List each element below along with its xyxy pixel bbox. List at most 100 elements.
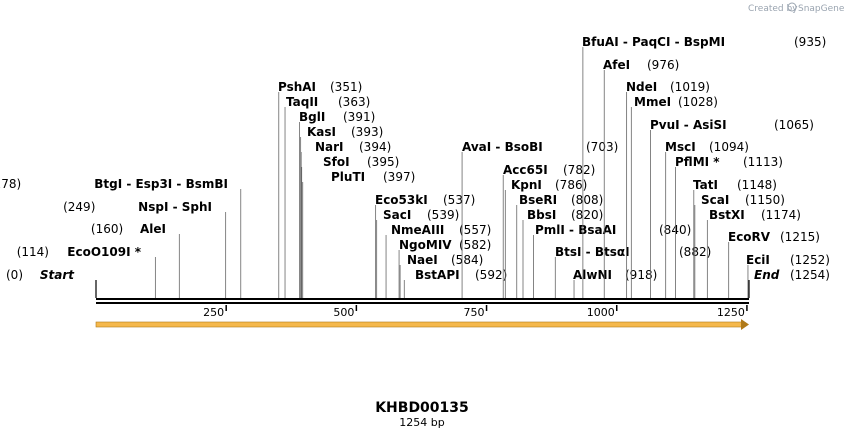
feature-bar[interactable] [95, 321, 744, 328]
site-name: BglI [299, 110, 325, 124]
site-bbsi[interactable]: BbsI (820) [522, 208, 603, 298]
brand-text: SnapGene [798, 4, 845, 14]
site-name: AleI [140, 222, 166, 236]
site-msci[interactable]: MscI (1094) [665, 140, 749, 298]
site-name: NgoMIV [399, 238, 452, 252]
site-name: PvuI - AsiSI [650, 118, 727, 132]
site-afei[interactable]: AfeI (976) [603, 58, 679, 298]
site-start[interactable]: Start (0) [6, 268, 97, 298]
site-position: (1019) [670, 80, 710, 94]
site-position: (935) [794, 35, 826, 49]
site-position: (114) [17, 245, 49, 259]
site-kasi[interactable]: KasI (393) [300, 125, 384, 298]
tick-label: 1000 [587, 306, 615, 319]
site-sfoi[interactable]: SfoI (395) [301, 155, 400, 298]
site-name: SacI [383, 208, 411, 222]
site-btgi[interactable]: BtgI - Esp3I - BsmBI (278) [0, 177, 242, 298]
tick-label: 250 [203, 306, 224, 319]
site-position: (820) [571, 208, 603, 222]
sequence-length: 1254 bp [399, 416, 444, 429]
sequence-name: KHBD00135 [375, 400, 469, 416]
site-bstapi[interactable]: BstAPI (592) [403, 268, 507, 298]
site-nmeaiii[interactable]: NmeAIII (557) [385, 223, 491, 298]
site-name: PmlI - BsaAI [535, 223, 616, 237]
site-name: ScaI [701, 193, 729, 207]
site-alwni[interactable]: AlwNI (918) [573, 268, 657, 298]
site-scai[interactable]: ScaI (1150) [694, 193, 785, 298]
site-position: (918) [625, 268, 657, 282]
site-position: (1065) [774, 118, 814, 132]
site-name: NdeI [626, 80, 657, 94]
site-pshai[interactable]: PshAI (351) [278, 80, 362, 298]
site-tati[interactable]: TatI (1148) [693, 178, 777, 298]
site-ecoo109i[interactable]: EcoO109I * (114) [17, 245, 156, 298]
ruler-ticks: 250 500 750 1000 1250 [203, 305, 748, 319]
site-position: (1174) [761, 208, 801, 222]
site-btsi[interactable]: BtsI - BtsαI (882) [554, 245, 711, 298]
site-ndei[interactable]: NdeI (1019) [626, 80, 710, 298]
site-position: (394) [359, 140, 391, 154]
site-name: NspI - SphI [138, 200, 212, 214]
site-position: (582) [459, 238, 491, 252]
site-pflmi[interactable]: PflMI * (1113) [675, 155, 783, 298]
tick-label: 500 [333, 306, 354, 319]
site-mmei[interactable]: MmeI (1028) [630, 95, 718, 298]
site-position: (1028) [678, 95, 718, 109]
site-kpni[interactable]: KpnI (786) [504, 178, 587, 298]
site-position: (782) [563, 163, 595, 177]
site-position: (351) [330, 80, 362, 94]
site-alei[interactable]: AleI (160) [91, 222, 180, 298]
site-position: (278) [0, 177, 21, 191]
site-bgli[interactable]: BglI (391) [299, 110, 375, 298]
tick-label: 750 [464, 306, 485, 319]
site-ecii[interactable]: EciI (1252) [746, 253, 830, 298]
site-ngomiv[interactable]: NgoMIV (582) [398, 238, 491, 298]
site-acc65i[interactable]: Acc65I (782) [502, 163, 595, 298]
site-position: (539) [427, 208, 459, 222]
tick-label: 1250 [717, 306, 745, 319]
dna-backbone [96, 298, 749, 304]
site-position: (1150) [745, 193, 785, 207]
site-bstxi[interactable]: BstXI (1174) [706, 208, 801, 298]
snapgene-logo-icon [787, 2, 797, 12]
site-name: EcoO109I * [67, 245, 141, 259]
site-pluti[interactable]: PluTI (397) [302, 170, 416, 298]
site-bseri[interactable]: BseRI (808) [516, 193, 604, 298]
site-name: Start [40, 268, 75, 282]
site-position: (976) [647, 58, 679, 72]
site-position: (395) [367, 155, 399, 169]
site-name: AlwNI [573, 268, 612, 282]
site-position: (1148) [737, 178, 777, 192]
site-position: (592) [475, 268, 507, 282]
site-ecorv[interactable]: EcoRV (1215) [728, 230, 820, 298]
site-end[interactable]: End (1254) [748, 268, 830, 298]
site-pvui[interactable]: PvuI - AsiSI (1065) [650, 118, 814, 298]
site-saci[interactable]: SacI (539) [376, 208, 460, 298]
site-position: (786) [555, 178, 587, 192]
site-pmli[interactable]: PmlI - BsaAI (840) [533, 223, 691, 298]
site-name: BstAPI [415, 268, 460, 282]
site-name: EcoRV [728, 230, 771, 244]
site-position: (840) [659, 223, 691, 237]
site-name: MmeI [634, 95, 671, 109]
site-name: PluTI [331, 170, 365, 184]
site-position: (391) [343, 110, 375, 124]
site-name: PflMI * [675, 155, 720, 169]
site-eco53ki[interactable]: Eco53kI (537) [375, 193, 475, 298]
site-position: (393) [351, 125, 383, 139]
site-name: KasI [307, 125, 336, 139]
site-position: (397) [383, 170, 415, 184]
site-taqii[interactable]: TaqII (363) [284, 95, 370, 298]
feature-arrowhead-icon [741, 319, 749, 330]
site-avai[interactable]: AvaI - BsoBI (703) [461, 140, 618, 298]
site-name: AfeI [603, 58, 630, 72]
feature-arrow[interactable] [95, 319, 749, 330]
site-nspi[interactable]: NspI - SphI (249) [63, 200, 227, 298]
site-name: NmeAIII [391, 223, 444, 237]
site-name: PshAI [278, 80, 316, 94]
site-bfuai[interactable]: BfuAI - PaqCI - BspMI (935) [582, 35, 826, 298]
site-name: Eco53kI [375, 193, 428, 207]
site-nari[interactable]: NarI (394) [300, 140, 391, 298]
site-naei[interactable]: NaeI (584) [399, 253, 483, 298]
